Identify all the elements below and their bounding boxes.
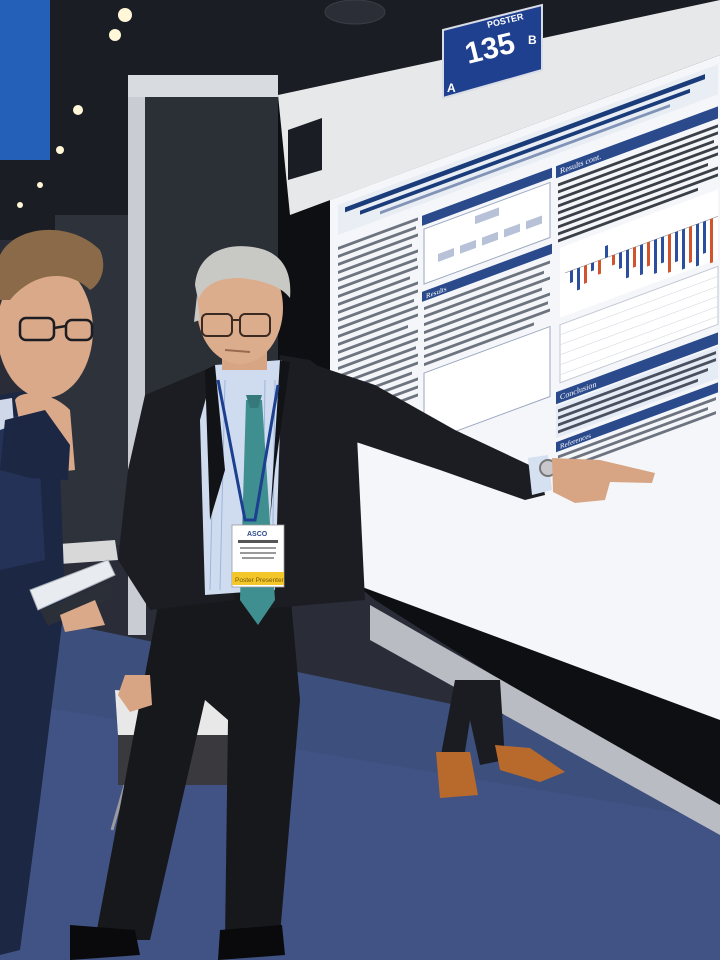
presenter-left-hand — [118, 675, 152, 712]
badge-logo-text: ASCO — [247, 531, 268, 538]
ceiling-vent — [324, 0, 386, 25]
blue-banner — [0, 0, 50, 160]
poster-side-a-text: A — [447, 81, 456, 95]
conclusion-header — [556, 332, 718, 405]
study-design-diagram — [423, 181, 551, 285]
presenter-pointing-hand — [552, 458, 655, 503]
poster-number-sign: POSTER 135 A B — [442, 3, 543, 100]
presenter-arm — [300, 360, 545, 500]
poster-board-header — [278, 0, 720, 215]
badge-ribbon — [232, 572, 284, 585]
results-header — [422, 243, 552, 302]
listener-person — [0, 229, 104, 955]
background-person-legs — [436, 680, 565, 798]
notice-card — [288, 118, 322, 180]
waterfall-chart — [560, 189, 718, 318]
poster-content: Results Results cont. — [338, 64, 719, 473]
rolled-papers — [29, 559, 116, 632]
poster-board-base — [370, 605, 720, 835]
results-table — [559, 265, 719, 384]
ceiling-lights — [17, 8, 132, 208]
poster-side-b-text: B — [528, 33, 537, 47]
study-design-header — [422, 167, 552, 226]
references-header — [556, 382, 718, 453]
partition-top — [128, 75, 278, 97]
results-scatter-plot — [423, 325, 551, 444]
name-badge: ASCO Poster Presenter — [231, 524, 285, 588]
results-cont-header — [556, 106, 718, 179]
presenter-head — [194, 246, 291, 370]
badge-ribbon-text: Poster Presenter — [235, 577, 285, 584]
lanyard — [216, 379, 280, 522]
waterfall-bars — [570, 218, 713, 291]
